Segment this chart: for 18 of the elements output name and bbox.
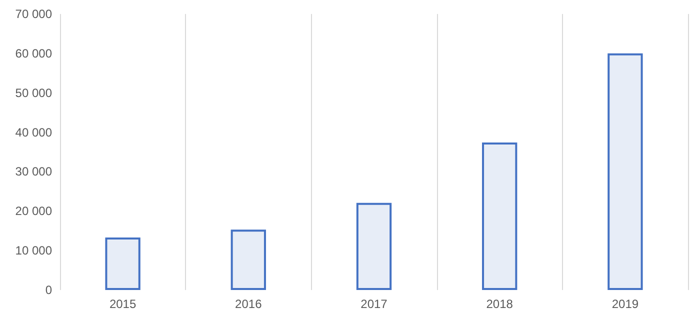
- x-tick-label: 2018: [486, 297, 514, 311]
- x-tick-label: 2015: [109, 297, 136, 311]
- y-tick-label: 70 000: [15, 7, 52, 21]
- y-tick-label: 40 000: [15, 125, 52, 140]
- y-tick-label: 50 000: [15, 86, 52, 100]
- bar: [482, 142, 518, 290]
- bar: [105, 238, 140, 290]
- x-tick-label: 2016: [235, 297, 262, 311]
- y-tick-label: 60 000: [15, 46, 52, 60]
- x-tick-label: 2019: [612, 297, 639, 311]
- bar: [608, 53, 643, 290]
- y-tick-label: 10 000: [15, 244, 52, 258]
- y-tick-label: 0: [45, 283, 52, 297]
- y-tick-label: 20 000: [15, 204, 52, 218]
- bar: [356, 202, 392, 290]
- y-tick-label: 30 000: [15, 164, 52, 179]
- bar: [230, 230, 266, 290]
- x-tick-label: 2017: [360, 297, 388, 311]
